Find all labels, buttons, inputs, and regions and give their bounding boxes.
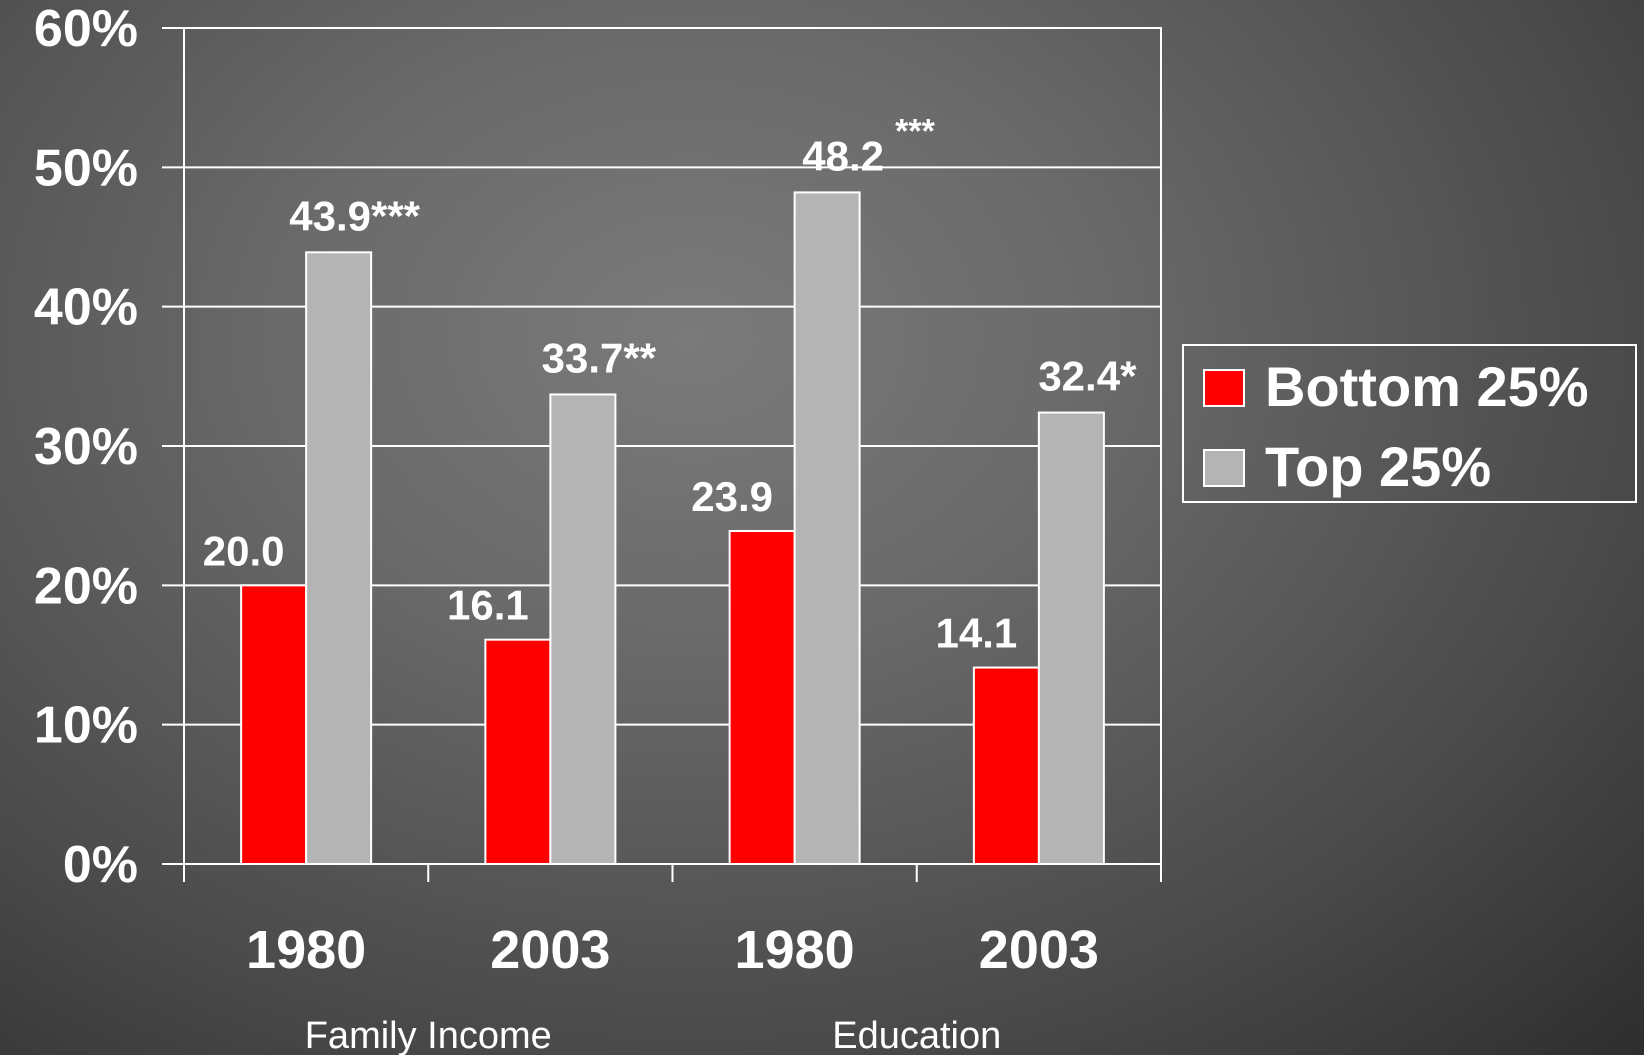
bar-bottom-25 (484, 638, 552, 865)
y-tick-label: 50% (34, 139, 138, 197)
y-tick-label: 20% (34, 557, 138, 615)
bar-bottom-25 (728, 529, 796, 865)
data-label: 33.7** (542, 334, 657, 381)
data-labels: 20.0 43.9*** 16.1 33.7** 23.9 48.2 *** 14.1 32.4… (203, 112, 1137, 656)
bar-top-25 (549, 393, 617, 865)
data-label: 14.1 (936, 610, 1018, 657)
data-label: 32.4* (1038, 353, 1137, 400)
legend-swatch (1203, 449, 1245, 487)
bars (240, 191, 1105, 865)
data-label: 20.0 (203, 527, 285, 574)
y-tick-label: 40% (34, 279, 138, 337)
group-label: Education (832, 1015, 1001, 1055)
legend-swatch (1203, 369, 1245, 407)
x-tick-label: 2003 (979, 920, 1099, 980)
y-tick-label: 30% (34, 418, 138, 476)
data-label: 23.9 (691, 473, 773, 520)
group-label: Family Income (305, 1015, 552, 1055)
y-tick-label: 60% (34, 0, 138, 58)
legend-label: Top 25% (1265, 435, 1491, 498)
x-tick-label: 2003 (490, 920, 610, 980)
data-label: 48.2 (802, 132, 884, 179)
bar-bottom-25 (972, 666, 1040, 865)
y-axis: 0% 10% 20% 30% 40% 50% 60% (34, 0, 138, 894)
bar-top-25 (305, 251, 373, 865)
bar-top-25 (793, 191, 861, 865)
bar-bottom-25 (240, 584, 308, 865)
bar-top-25 (1037, 411, 1105, 865)
y-tick-label: 0% (63, 836, 138, 894)
x-tick-label: 1980 (735, 920, 855, 980)
legend-box (1182, 344, 1637, 503)
x-axis: 1980 2003 1980 2003 Family Income Education (183, 864, 1162, 1055)
significance-mark: *** (895, 112, 935, 150)
y-tick-label: 10% (34, 697, 138, 755)
data-label: 43.9*** (289, 192, 420, 239)
x-tick-label: 1980 (246, 920, 366, 980)
legend: Bottom 25% Top 25% (1182, 344, 1637, 503)
data-label: 16.1 (447, 582, 529, 629)
legend-label: Bottom 25% (1265, 355, 1589, 418)
